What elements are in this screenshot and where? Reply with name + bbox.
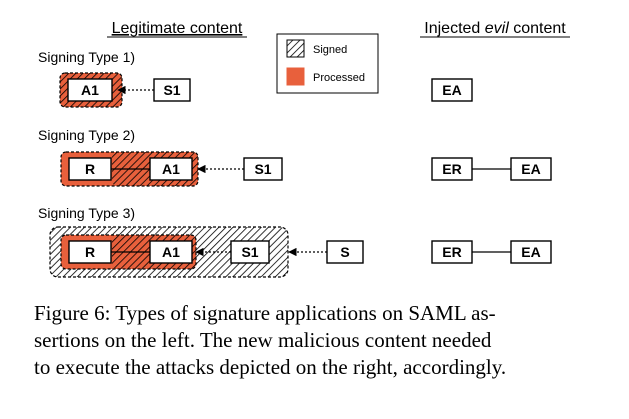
caption-line-3: to execute the attacks depicted on the r…	[34, 355, 507, 379]
saml-signing-diagram: Legitimate content Injected evil content…	[38, 20, 570, 278]
legend-signed-swatch	[286, 39, 305, 58]
injected-content-header: Injected evil content	[424, 20, 566, 37]
row2-evil-box-ea	[510, 157, 552, 181]
row1-box-a1-label: A1	[81, 82, 99, 98]
row3-box-s	[326, 240, 364, 264]
row3-inner-outline	[60, 234, 197, 270]
row3-box-s1	[230, 240, 270, 264]
row1-box-a1	[67, 78, 113, 102]
row2-label: Signing Type 2)	[38, 127, 135, 143]
row2-box-a1	[149, 157, 193, 181]
caption-line-2: sertions on the left. The new malicious …	[34, 328, 492, 352]
row1-label: Signing Type 1)	[38, 49, 135, 65]
legend-processed-label: Processed	[313, 72, 365, 84]
row2-evil-box-ea-label: EA	[521, 161, 540, 177]
row3-evil-box-ea-label: EA	[521, 244, 540, 260]
injected-suffix: content	[509, 20, 566, 37]
caption-line-1: Figure 6: Types of signature application…	[34, 301, 496, 325]
injected-prefix: Injected	[424, 20, 484, 37]
row1-evil-box-ea	[431, 78, 473, 102]
row2-box-s1	[243, 157, 283, 181]
row3-label: Signing Type 3)	[38, 205, 135, 221]
legend-processed-swatch	[286, 67, 305, 86]
row2-box-r-label: R	[85, 161, 95, 177]
row2-box-s1-label: S1	[254, 161, 271, 177]
row1-evil-box-ea-label: EA	[442, 82, 461, 98]
row2-box-a1-label: A1	[162, 161, 180, 177]
row3-box-s1-label: S1	[241, 244, 258, 260]
figure-caption: Figure 6: Types of signature application…	[34, 300, 594, 381]
legend-signed-label: Signed	[313, 44, 347, 56]
legitimate-content-header: Legitimate content	[112, 20, 243, 37]
row3-evil-box-er-label: ER	[442, 244, 461, 260]
row3-box-r-label: R	[85, 244, 95, 260]
injected-evil-word: evil	[485, 20, 509, 37]
row3-box-s-label: S	[340, 244, 349, 260]
row2-evil-box-er-label: ER	[442, 161, 461, 177]
legend: Signed Processed	[276, 33, 379, 94]
row3-box-a1-label: A1	[162, 244, 180, 260]
row1-box-s1-label: S1	[163, 82, 180, 98]
row3-box-a1	[149, 240, 193, 264]
row1-box-s1	[153, 78, 191, 102]
row3-evil-box-ea	[510, 240, 552, 264]
